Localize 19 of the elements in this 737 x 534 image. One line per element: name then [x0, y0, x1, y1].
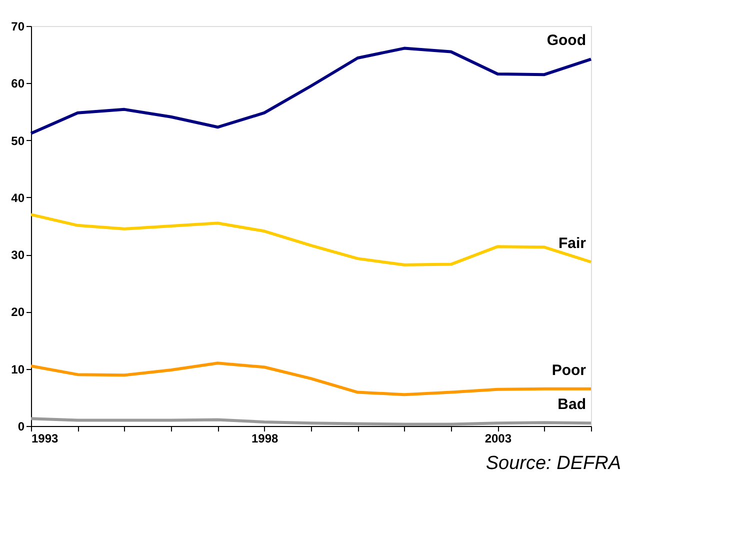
series-label: Poor: [552, 362, 586, 379]
series-label: Bad: [558, 396, 586, 414]
line-series: [30, 213, 592, 266]
y-tick-label: 20: [11, 305, 25, 320]
y-tick-label: 30: [11, 248, 25, 262]
y-tick-label: 70: [11, 20, 25, 34]
y-tick-label: 50: [11, 134, 25, 148]
line-series: [30, 362, 592, 396]
x-tick-label: 2003: [484, 432, 512, 446]
x-tick-label: 1993: [32, 432, 59, 446]
y-tick-label: 0: [18, 420, 25, 434]
x-tick-label: 1998: [251, 432, 279, 446]
y-tick-label: 10: [11, 362, 25, 376]
line-series: [30, 46, 592, 135]
source-note: Source: DEFRA: [486, 453, 621, 474]
y-tick-label: 40: [11, 190, 25, 205]
series-label: Good: [546, 32, 586, 50]
y-tick-label: 60: [11, 76, 25, 91]
series-label: Fair: [558, 235, 586, 252]
